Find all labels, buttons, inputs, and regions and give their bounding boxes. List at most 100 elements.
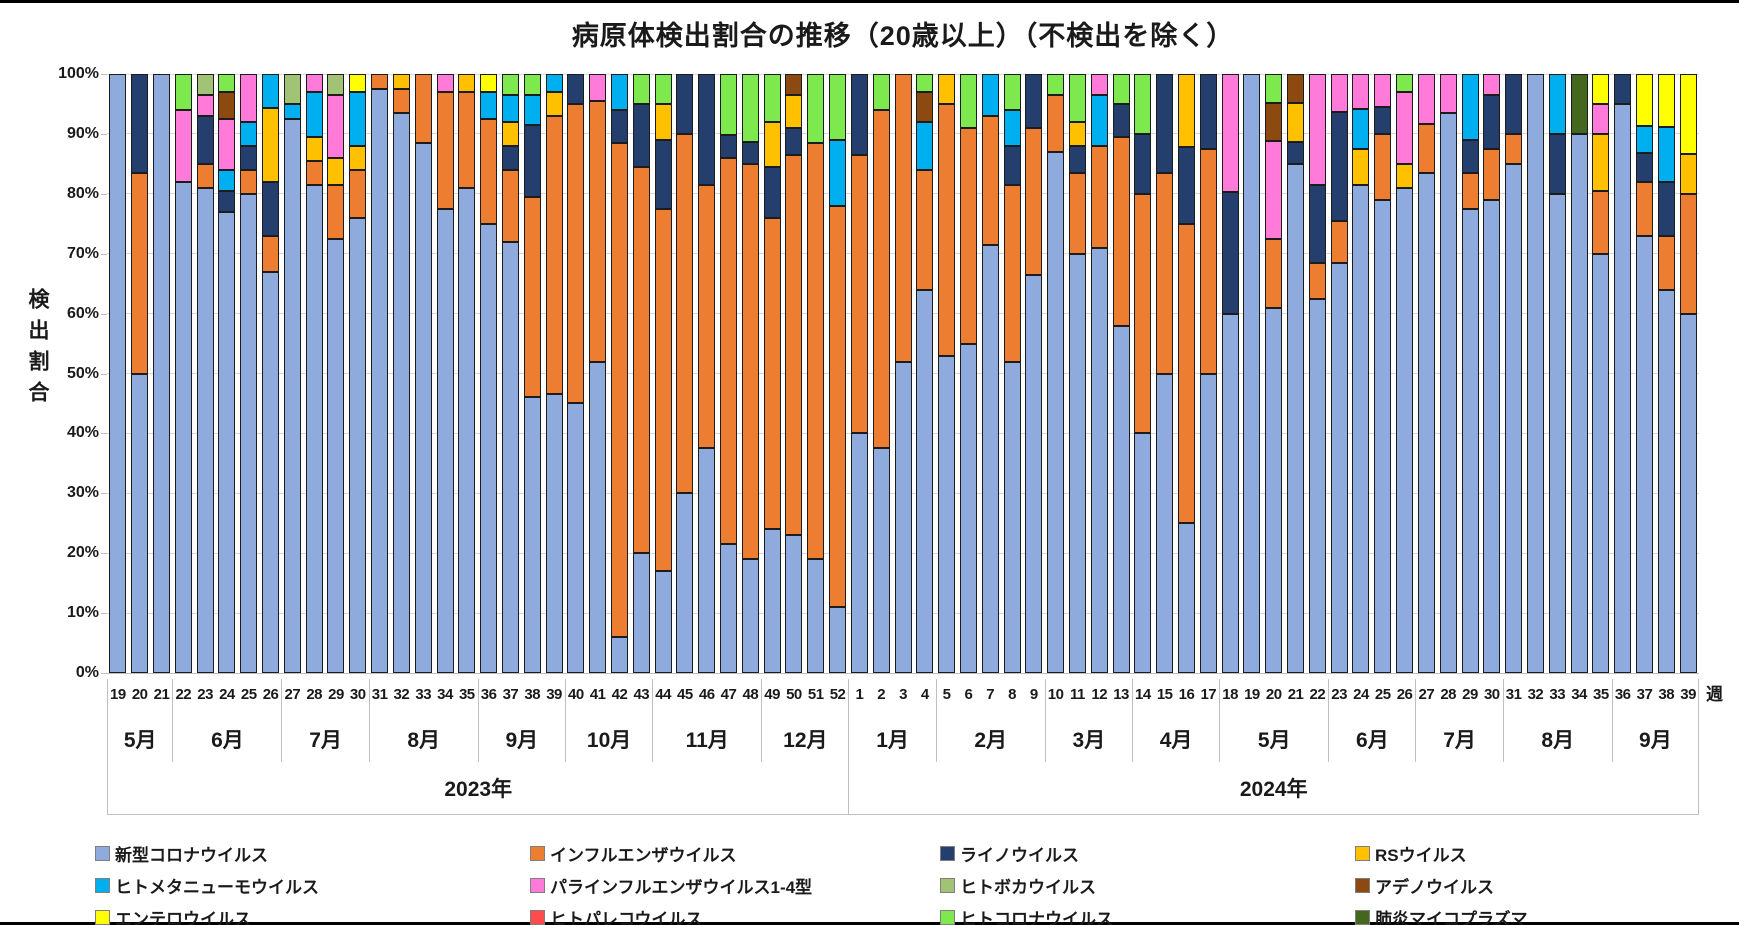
bar-segment [262, 235, 280, 272]
bar-segment [1221, 192, 1239, 314]
month-label: 6月 [211, 729, 244, 752]
bar-week-2024-15 [1156, 74, 1174, 673]
month-label: 11月 [685, 729, 729, 752]
bar-week-2023-51 [807, 74, 825, 673]
bar-segment [131, 74, 149, 173]
bar-segment [1330, 220, 1348, 263]
bottom-edge-line [0, 922, 1739, 925]
bar-segment [1221, 74, 1239, 193]
bar-week-2024-37 [1635, 74, 1653, 673]
bar-segment [1308, 262, 1326, 299]
legend-item: ヒトメタニューモウイルス [95, 872, 319, 898]
bar-segment [1657, 181, 1675, 236]
bar-segment [1679, 193, 1697, 314]
bar-segment [1090, 247, 1108, 673]
bar-week-2023-34 [436, 74, 454, 673]
bar-week-2023-21 [153, 74, 171, 673]
bar-segment [1265, 239, 1283, 308]
bar-segment [1068, 145, 1086, 173]
bar-week-2023-37 [501, 74, 519, 673]
bar-week-2024-28 [1439, 74, 1457, 673]
bar-segment [1090, 145, 1108, 248]
bar-segment [1112, 136, 1130, 326]
y-tick-label: 0% [75, 664, 99, 681]
bar-segment [523, 196, 541, 398]
month-label: 3月 [1072, 729, 1106, 752]
week-label: 32 [393, 686, 410, 703]
bar-segment [1025, 74, 1043, 128]
bar-segment [741, 163, 759, 560]
month-cell: 4月 [1131, 679, 1219, 762]
bar-week-2024-19 [1243, 74, 1261, 673]
month-label: 10月 [586, 729, 632, 752]
bar-segment [872, 448, 890, 673]
bar-segment [545, 394, 563, 673]
y-tick-mark [101, 313, 107, 315]
bar-segment [610, 142, 628, 638]
bar-segment [371, 74, 389, 89]
y-tick-label: 80% [66, 184, 99, 202]
bar-segment [218, 118, 236, 170]
bar-segment [174, 109, 192, 182]
week-label: 27 [1418, 686, 1435, 703]
bar-week-2023-42 [610, 74, 628, 673]
bar-week-2023-20 [131, 74, 149, 673]
y-tick-label: 50% [66, 364, 99, 382]
bar-segment [1068, 74, 1086, 122]
bar-segment [1199, 74, 1217, 149]
bar-segment [1657, 289, 1675, 673]
bar-week-2023-43 [632, 74, 650, 673]
y-tick-label: 40% [66, 424, 99, 442]
bar-segment [1417, 74, 1435, 124]
bar-segment [240, 121, 258, 146]
week-label: 22 [1309, 686, 1326, 703]
bar-segment [654, 103, 672, 140]
month-label: 5月 [123, 729, 157, 752]
bar-segment [1199, 148, 1217, 374]
bar-week-2023-26 [262, 74, 280, 673]
bar-segment [1003, 145, 1021, 185]
bar-segment [916, 92, 934, 122]
month-label: 8月 [1541, 729, 1575, 752]
bar-segment [938, 103, 956, 356]
bar-week-2024-22 [1308, 74, 1326, 673]
month-label: 1月 [876, 729, 909, 752]
bar-segment [1265, 103, 1283, 141]
bar-segment [1374, 133, 1392, 200]
month-cell: 9月 [1611, 679, 1699, 762]
month-label: 8月 [407, 729, 441, 752]
bar-segment [262, 271, 280, 673]
y-tick-label: 20% [66, 544, 99, 562]
bar-segment [741, 142, 759, 164]
bar-week-2023-25 [240, 74, 258, 673]
y-axis-title: 検出割合 [26, 288, 49, 412]
week-label: 15 [1156, 686, 1173, 703]
bar-segment [938, 355, 956, 673]
bar-week-2023-30 [349, 74, 367, 673]
legend-label: インフルエンザウイルス [550, 845, 737, 865]
bar-segment [763, 217, 781, 530]
week-label: 3 [899, 686, 907, 703]
legend-label: ヒトコロナウイルス [960, 909, 1113, 925]
bar-segment [262, 107, 280, 182]
week-label: 24 [1353, 686, 1369, 703]
week-label: 21 [1287, 686, 1304, 703]
bar-segment [785, 535, 803, 673]
bar-segment [523, 124, 541, 197]
bar-segment [1330, 74, 1348, 112]
bar-segment [1243, 74, 1261, 673]
bar-segment [436, 91, 454, 209]
bar-segment [1483, 148, 1501, 200]
bar-segment [1156, 373, 1174, 673]
bar-week-2024-33 [1548, 74, 1566, 673]
legend-color-chip [95, 909, 110, 925]
bar-segment [218, 169, 236, 191]
week-label: 48 [742, 686, 759, 703]
week-label: 20 [1265, 686, 1282, 703]
bar-segment [480, 74, 498, 92]
bar-week-2023-27 [283, 74, 301, 673]
bar-segment [698, 184, 716, 449]
month-cell: 6月 [172, 679, 281, 762]
bar-week-2023-41 [589, 74, 607, 673]
bar-segment [1635, 153, 1653, 182]
